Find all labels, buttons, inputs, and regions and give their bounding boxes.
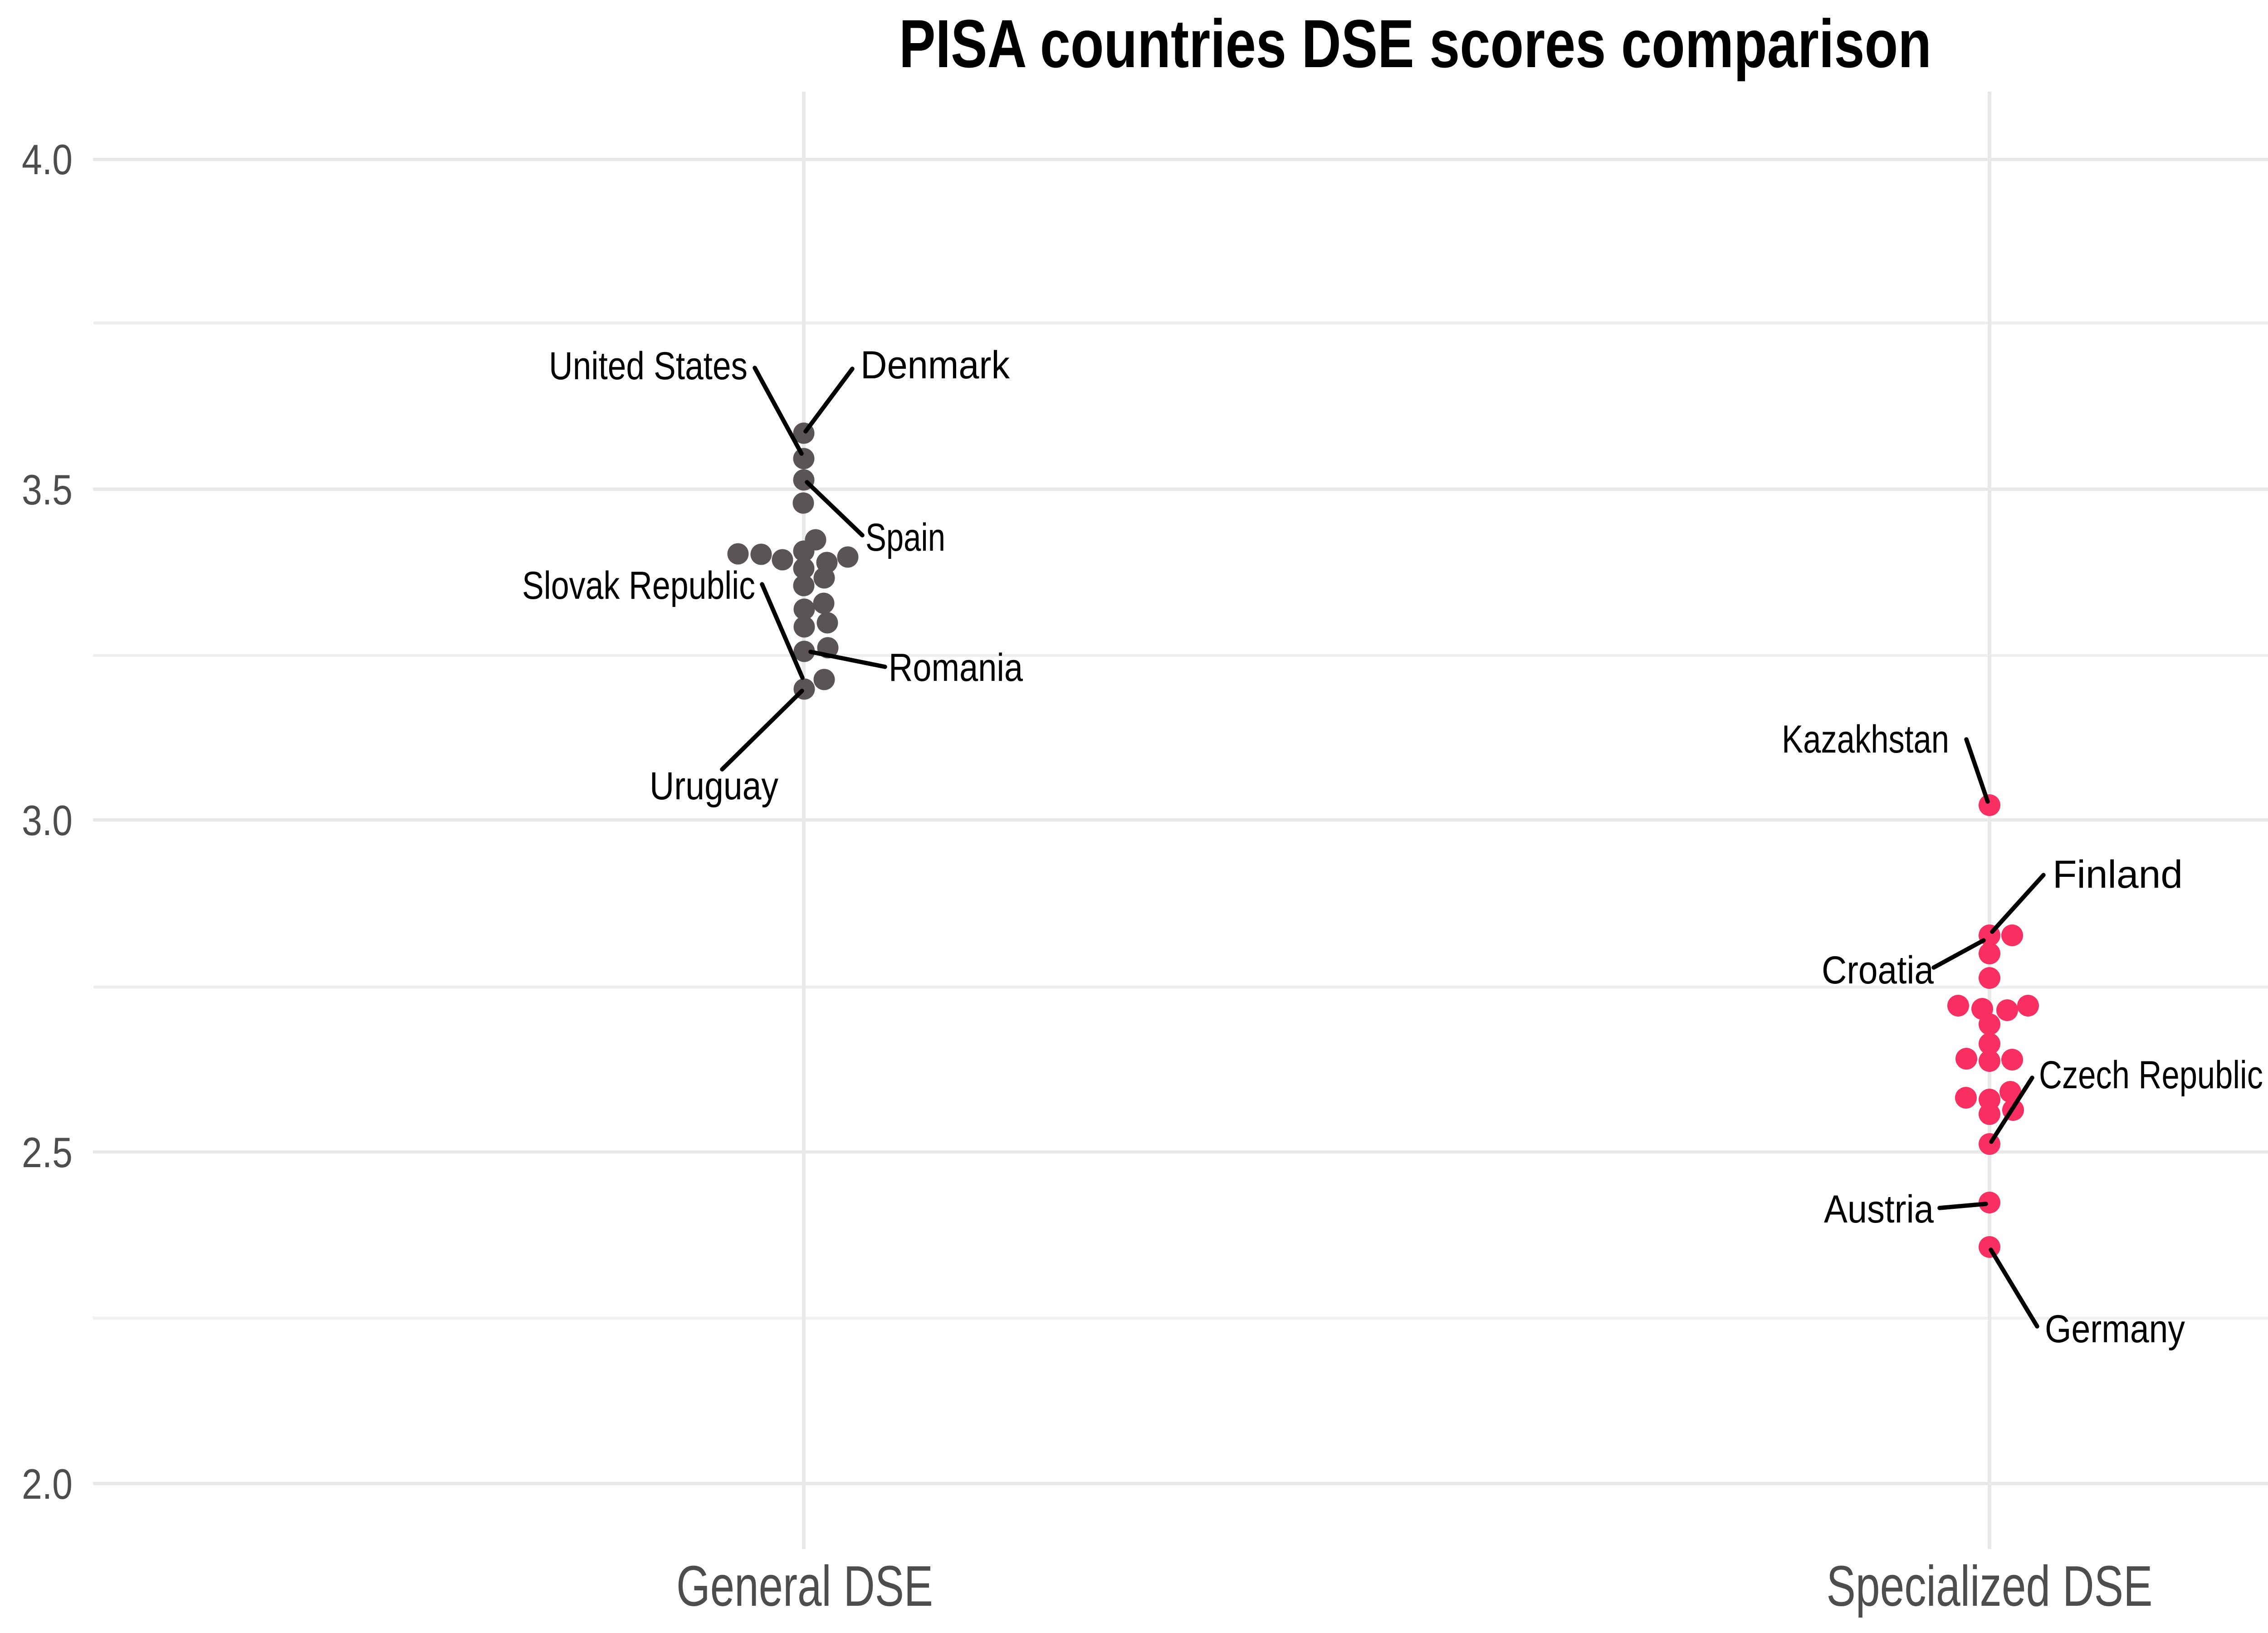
- svg-text:Czech Republic: Czech Republic: [2039, 1053, 2263, 1097]
- svg-text:4.0: 4.0: [22, 136, 73, 183]
- svg-text:PISA countries DSE scores comp: PISA countries DSE scores comparison: [899, 5, 1931, 82]
- svg-text:General DSE: General DSE: [676, 1554, 933, 1618]
- svg-text:Slovak Republic: Slovak Republic: [522, 564, 755, 607]
- svg-text:Croatia: Croatia: [1822, 949, 1934, 992]
- svg-text:Finland: Finland: [2053, 853, 2183, 896]
- svg-text:3.0: 3.0: [22, 797, 73, 844]
- svg-text:Denmark: Denmark: [860, 343, 1010, 387]
- svg-text:3.5: 3.5: [22, 466, 73, 513]
- svg-text:2.5: 2.5: [22, 1129, 73, 1176]
- svg-text:Kazakhstan: Kazakhstan: [1782, 718, 1949, 761]
- svg-text:United States: United States: [549, 344, 748, 388]
- svg-text:Austria: Austria: [1824, 1188, 1934, 1231]
- svg-text:Spain: Spain: [865, 516, 945, 559]
- svg-text:2.0: 2.0: [22, 1460, 73, 1508]
- svg-text:Romania: Romania: [889, 646, 1023, 689]
- svg-text:Specialized DSE: Specialized DSE: [1827, 1554, 2153, 1618]
- svg-text:Uruguay: Uruguay: [650, 764, 778, 808]
- svg-text:Germany: Germany: [2045, 1307, 2185, 1351]
